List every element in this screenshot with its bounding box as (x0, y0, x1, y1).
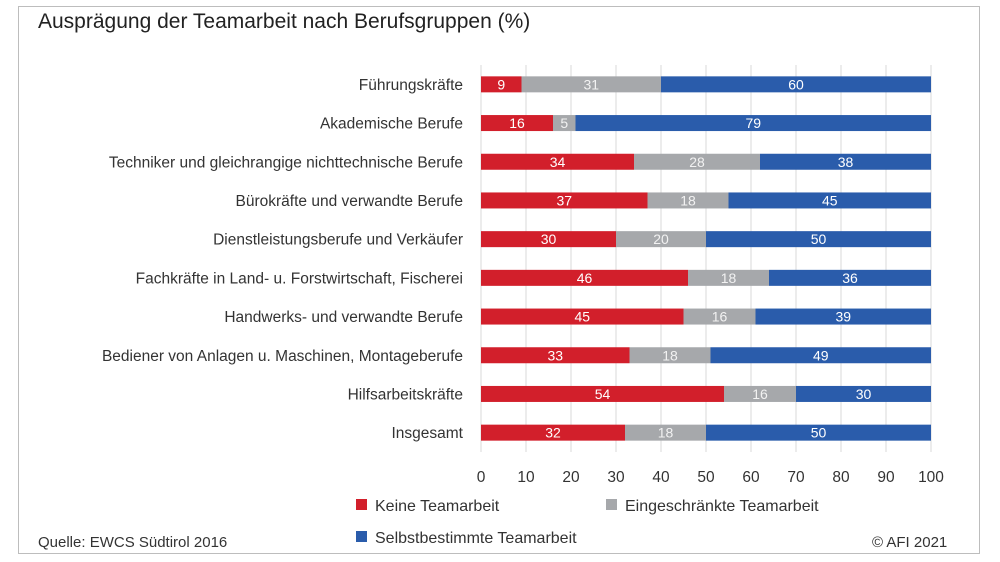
bar-value-label: 39 (835, 309, 851, 325)
bar-value-label: 30 (541, 231, 557, 247)
bar-value-label: 16 (509, 115, 525, 131)
category-label: Insgesamt (391, 425, 463, 442)
chart-title: Ausprägung der Teamarbeit nach Berufsgru… (38, 10, 531, 33)
bar-segment-1 (481, 153, 634, 170)
category-label: Führungskräfte (359, 77, 463, 94)
bar-value-label: 9 (497, 76, 505, 92)
bar-value-label: 46 (577, 270, 593, 286)
x-tick-label-30: 30 (607, 469, 625, 486)
category-label: Techniker und gleichrangige nichttechnis… (109, 154, 463, 171)
bar-segment-3 (661, 76, 931, 93)
bar-value-label: 16 (752, 386, 768, 402)
x-tick-label-90: 90 (877, 469, 895, 486)
legend-label-eingeschraenkt: Eingeschränkte Teamarbeit (625, 498, 819, 515)
bar-segment-1 (481, 192, 648, 209)
bar-segment-3 (755, 308, 931, 325)
category-label: Fachkräfte in Land- u. Forstwirtschaft, … (136, 270, 463, 287)
legend-item-selbstbestimmt: Selbstbestimmte Teamarbeit (356, 530, 577, 548)
legend-swatch-selbstbestimmt (356, 531, 367, 543)
bar-segment-3 (706, 231, 931, 248)
bar-value-label: 18 (662, 347, 678, 363)
bar-segment-1 (481, 347, 630, 364)
bar-segment-2 (688, 269, 769, 286)
bar-value-label: 16 (712, 309, 728, 325)
x-tick-label-0: 0 (477, 469, 486, 486)
legend-item-keine: Keine Teamarbeit (356, 498, 499, 516)
bar-segment-2 (629, 347, 711, 364)
bar-value-label: 38 (838, 154, 854, 170)
bar-value-label: 5 (560, 115, 568, 131)
bar-segment-3 (796, 385, 931, 402)
x-tick-label-40: 40 (652, 469, 670, 486)
copyright-note: © AFI 2021 (872, 534, 948, 551)
bar-value-label: 60 (788, 76, 804, 92)
bar-value-label: 79 (745, 115, 761, 131)
bar-segment-3 (728, 192, 931, 209)
x-tick-label-80: 80 (832, 469, 850, 486)
category-label: Handwerks- und verwandte Berufe (224, 309, 463, 326)
category-label: Bediener von Anlagen u. Maschinen, Monta… (102, 348, 463, 365)
x-tick-label-20: 20 (562, 469, 580, 486)
bar-segment-1 (481, 385, 724, 402)
x-tick-label-10: 10 (517, 469, 535, 486)
bar-value-label: 50 (811, 425, 827, 441)
bar-segment-1 (481, 231, 616, 248)
bar-value-label: 45 (822, 192, 838, 208)
bar-segment-1 (481, 269, 688, 286)
bar-segment-3 (760, 153, 931, 170)
bar-value-label: 45 (574, 309, 590, 325)
bar-segment-3 (710, 347, 931, 364)
bar-segment-3 (575, 115, 931, 132)
bar-value-label: 37 (556, 192, 572, 208)
bar-value-label: 31 (583, 76, 599, 92)
bar-value-label: 18 (680, 192, 696, 208)
bar-segment-2 (616, 231, 706, 248)
bar-value-label: 33 (547, 347, 563, 363)
x-tick-label-70: 70 (787, 469, 805, 486)
bar-segment-1 (481, 308, 684, 325)
bar-value-label: 20 (653, 231, 669, 247)
bar-segment-2 (634, 153, 760, 170)
bar-segment-2 (521, 76, 661, 93)
category-label: Hilfsarbeitskräfte (348, 386, 463, 403)
bar-value-label: 54 (595, 386, 611, 402)
bar-value-label: 18 (721, 270, 737, 286)
bar-segment-1 (481, 424, 625, 441)
bar-segment-3 (769, 269, 931, 286)
x-tick-label-100: 100 (918, 469, 944, 486)
bar-segment-1 (481, 115, 553, 132)
legend-swatch-keine (356, 499, 367, 511)
bar-segment-3 (706, 424, 931, 441)
legend-item-eingeschraenkt: Eingeschränkte Teamarbeit (606, 498, 819, 516)
bar-value-label: 50 (811, 231, 827, 247)
category-label: Dienstleistungsberufe und Verkäufer (213, 232, 463, 249)
bar-segment-2 (553, 115, 576, 132)
bar-value-label: 30 (856, 386, 872, 402)
category-label: Akademische Berufe (320, 116, 463, 133)
bar-value-label: 28 (689, 154, 705, 170)
bar-value-label: 18 (658, 425, 674, 441)
category-label: Bürokräfte und verwandte Berufe (236, 193, 463, 210)
bar-segment-2 (647, 192, 729, 209)
bar-value-label: 34 (550, 154, 566, 170)
source-note: Quelle: EWCS Südtirol 2016 (38, 534, 228, 551)
bar-value-label: 36 (842, 270, 858, 286)
legend-label-keine: Keine Teamarbeit (375, 498, 500, 515)
legend-swatch-eingeschraenkt (606, 499, 617, 511)
bar-segment-2 (625, 424, 706, 441)
x-tick-label-50: 50 (697, 469, 715, 486)
bar-segment-2 (683, 308, 756, 325)
bar-value-label: 32 (545, 425, 561, 441)
bar-segment-2 (724, 385, 796, 402)
legend-label-selbstbestimmt: Selbstbestimmte Teamarbeit (375, 530, 577, 547)
x-tick-label-60: 60 (742, 469, 760, 486)
bar-segment-1 (481, 76, 522, 93)
bar-value-label: 49 (813, 347, 829, 363)
